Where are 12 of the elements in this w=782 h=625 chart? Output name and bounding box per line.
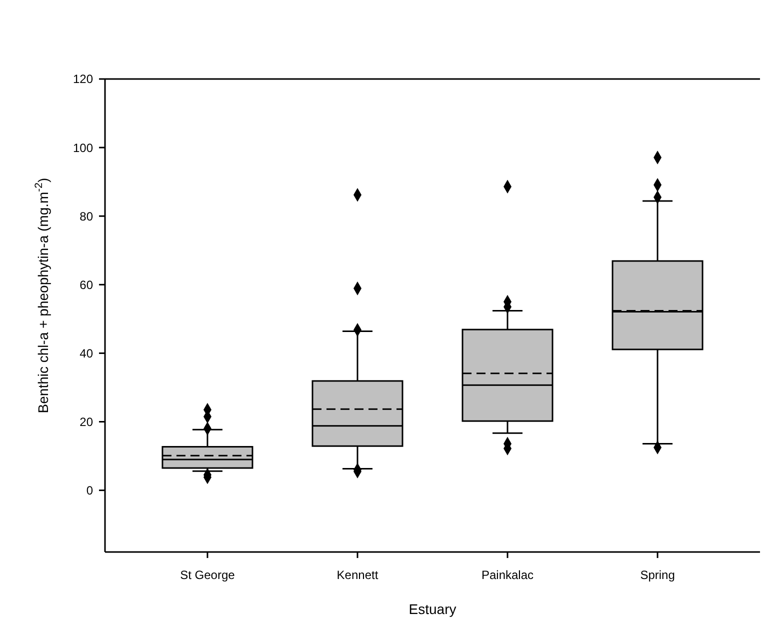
x-tick-label: Spring [640,568,675,582]
x-tick-label: Kennett [336,568,379,582]
y-tick-label: 120 [72,72,94,86]
y-tick-label: 60 [80,278,94,292]
x-tick-label: Painkalac [481,568,534,582]
y-tick-label: 0 [86,484,94,498]
y-tick-label: 80 [80,209,94,224]
x-axis-title: Estuary [408,601,456,617]
y-tick-label: 40 [80,346,94,360]
x-tick-label: St George [180,568,236,582]
y-tick-label: 100 [72,140,94,155]
y-tick-label: 20 [80,414,94,429]
